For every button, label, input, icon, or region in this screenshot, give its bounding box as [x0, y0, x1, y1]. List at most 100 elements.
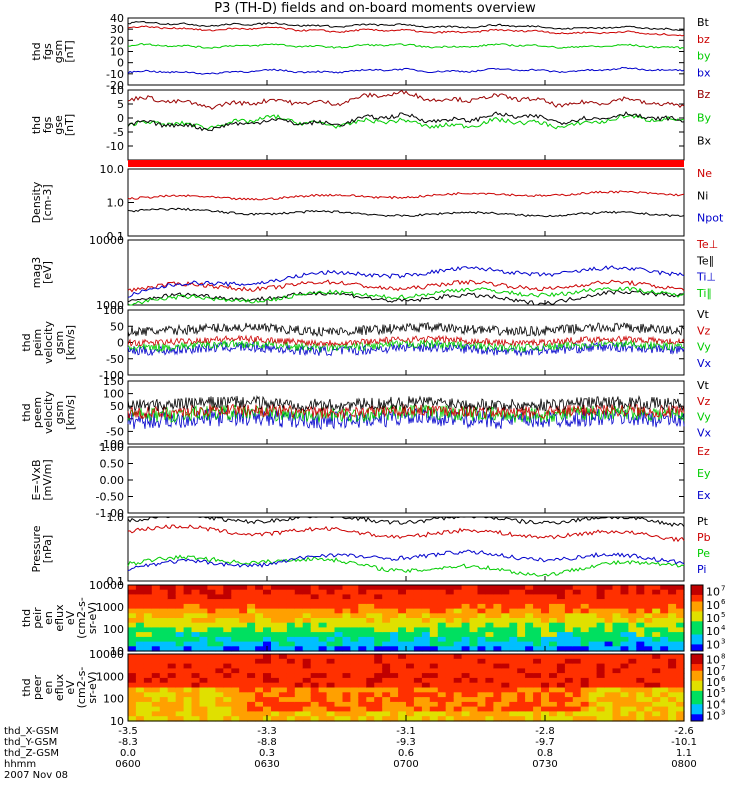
legend-Ne: Ne — [697, 167, 712, 180]
ytick-label-4: -100 — [99, 369, 124, 382]
colorbar-label-9: 10 — [706, 709, 720, 722]
series-Vy-4 — [127, 338, 685, 353]
ylabel-5: gsm — [53, 401, 66, 424]
ylabel-9: eV — [64, 680, 77, 695]
xaxis-value: -3.1 — [396, 726, 416, 737]
panel-frame-7 — [127, 516, 685, 582]
series-Vz-5 — [127, 403, 685, 420]
colorbar-label-8: 10 — [706, 599, 720, 612]
ytick-label-8: 1000 — [96, 601, 124, 614]
ytick-label-5: -50 — [106, 425, 124, 438]
ytick-label-4: 100 — [103, 304, 124, 317]
ytick-label-9: 1000 — [96, 670, 124, 683]
ytick-label-6: 0.50 — [100, 458, 125, 471]
legend-Ez: Ez — [697, 445, 710, 458]
ylabel-9: eflux — [53, 673, 66, 701]
series-Bz — [127, 89, 685, 110]
legend-Vt: Vt — [697, 379, 710, 392]
ylabel-8: thd — [20, 609, 33, 627]
ytick-label-1: -10 — [106, 140, 124, 153]
ytick-label-0: 40 — [110, 12, 124, 25]
ytick-label-6: 1.00 — [100, 441, 125, 454]
colorbar-exp-8: 3 — [721, 637, 725, 645]
colorbar-exp-8: 5 — [721, 611, 725, 619]
xaxis-value: 0700 — [393, 759, 418, 770]
ytick-label-5: 100 — [103, 388, 124, 401]
ytick-label-7: 0.1 — [107, 575, 125, 588]
colorbar-label-8: 10 — [706, 638, 720, 651]
legend-Te⊥: Te⊥ — [696, 238, 718, 251]
xaxis-row-label: hhmm — [4, 759, 36, 770]
legend-Vx: Vx — [697, 426, 712, 439]
colorbar-label-8: 10 — [706, 586, 720, 599]
ytick-label-1: 5 — [117, 98, 124, 111]
ylabel-6: E=-VxB — [30, 459, 43, 500]
ylabel-1: fgs — [41, 116, 54, 133]
series-Pe — [127, 554, 685, 577]
ylabel-3: mag3 — [30, 257, 43, 288]
ytick-label-5: 50 — [110, 400, 124, 413]
xaxis-value: -8.3 — [118, 737, 138, 748]
xaxis-value: 0630 — [254, 759, 279, 770]
xaxis-value: -10.1 — [671, 737, 697, 748]
ytick-label-0: 30 — [110, 23, 124, 36]
series-Ti⊥ — [127, 265, 685, 298]
panel-frame-6 — [127, 446, 685, 514]
xaxis-value: -2.6 — [674, 726, 694, 737]
ylabel-3: [eV] — [41, 261, 54, 284]
series-Vx-4 — [127, 341, 685, 358]
ytick-label-2: 10.0 — [100, 163, 125, 176]
legend-Ey: Ey — [697, 467, 711, 480]
ytick-label-0: 20 — [110, 34, 124, 47]
legend-Pi: Pi — [697, 563, 706, 576]
ylabel-9: en — [42, 681, 55, 695]
ytick-label-1: 10 — [110, 84, 124, 97]
ytick-label-2: 1.0 — [107, 197, 125, 210]
ylabel-9: thd — [20, 678, 33, 696]
legend-Npot: Npot — [697, 212, 724, 225]
ylabel-9: (cm2-s- — [75, 667, 88, 709]
legend-Ni: Ni — [697, 189, 708, 202]
legend-Bx: Bx — [697, 135, 712, 148]
legend-Pt: Pt — [697, 515, 709, 528]
ylabel-9: sr-eV) — [86, 671, 99, 703]
xaxis-value: -3.5 — [118, 726, 138, 737]
legend-Ex: Ex — [697, 489, 711, 502]
ylabel-8: eflux — [53, 604, 66, 632]
legend-Vx: Vx — [697, 357, 712, 370]
legend-Vz: Vz — [697, 395, 711, 408]
ylabel-9: peer — [31, 675, 44, 701]
xaxis-value: -8.8 — [257, 737, 277, 748]
colorbar-label-9: 10 — [706, 654, 720, 667]
ytick-label-9: 10000 — [89, 648, 124, 661]
colorbar-frame-8 — [690, 584, 704, 652]
ylabel-4: velocity — [42, 321, 55, 364]
colorbar-exp-8: 4 — [721, 624, 726, 632]
ytick-label-0: 0 — [117, 57, 124, 70]
series-bz — [127, 25, 685, 37]
ytick-label-5: -100 — [99, 438, 124, 451]
series-Vz-4 — [127, 334, 685, 348]
ylabel-4: thd — [20, 333, 33, 351]
legend-Bt: Bt — [697, 16, 710, 29]
legend-bx: bx — [697, 66, 711, 79]
colorbar-label-8: 10 — [706, 625, 720, 638]
ylabel-0: thd — [30, 42, 43, 60]
ylabel-2: Density — [30, 181, 43, 223]
ylabel-2: [cm-3] — [41, 184, 54, 220]
ytick-label-8: 10000 — [89, 579, 124, 592]
ytick-label-0: -20 — [106, 79, 124, 92]
ylabel-8: peir — [31, 607, 44, 629]
ylabel-8: eV — [64, 610, 77, 625]
xaxis-value: 0.3 — [259, 748, 275, 759]
date-label: 2007 Nov 08 — [4, 770, 68, 781]
colorbar-exp-8: 7 — [721, 585, 725, 593]
legend-Ti⊥: Ti⊥ — [696, 271, 716, 284]
xaxis-value: -9.7 — [535, 737, 555, 748]
ylabel-4: peim — [31, 329, 44, 357]
series-Pt — [127, 516, 685, 527]
xaxis-value: -2.8 — [535, 726, 555, 737]
legend-By: By — [697, 111, 712, 124]
ytick-label-5: 0 — [117, 413, 124, 426]
ytick-label-4: 50 — [110, 320, 124, 333]
